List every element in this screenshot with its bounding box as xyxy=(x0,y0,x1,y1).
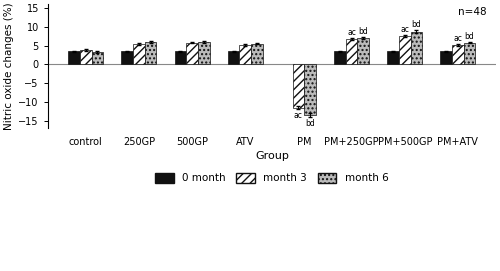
Bar xyxy=(410,32,422,64)
Bar xyxy=(358,38,369,64)
Bar xyxy=(464,43,475,64)
Text: bd: bd xyxy=(464,32,474,41)
Text: bd: bd xyxy=(412,20,422,29)
Bar xyxy=(228,51,239,64)
Bar xyxy=(387,51,399,64)
Bar xyxy=(334,51,345,64)
Bar xyxy=(399,36,410,64)
X-axis label: Group: Group xyxy=(255,151,289,162)
Text: bd: bd xyxy=(358,27,368,36)
Bar xyxy=(186,43,198,64)
Bar xyxy=(251,44,263,64)
Legend: 0 month, month 3, month 6: 0 month, month 3, month 6 xyxy=(151,169,392,188)
Bar xyxy=(452,45,464,64)
Bar xyxy=(92,52,104,64)
Bar xyxy=(80,50,92,64)
Bar xyxy=(440,51,452,64)
Bar xyxy=(304,64,316,115)
Text: n=48: n=48 xyxy=(458,7,487,17)
Text: ac: ac xyxy=(347,28,356,37)
Bar xyxy=(346,39,358,64)
Bar xyxy=(133,44,145,64)
Text: ac: ac xyxy=(294,111,303,120)
Bar xyxy=(122,51,133,64)
Y-axis label: Nitric oxide changes (%): Nitric oxide changes (%) xyxy=(4,2,14,130)
Bar xyxy=(240,45,251,64)
Bar xyxy=(68,51,80,64)
Text: ac: ac xyxy=(400,25,409,34)
Bar xyxy=(174,51,186,64)
Bar xyxy=(145,42,156,64)
Bar xyxy=(198,42,209,64)
Text: bd: bd xyxy=(306,119,315,128)
Text: ac: ac xyxy=(454,34,462,43)
Bar xyxy=(292,64,304,108)
